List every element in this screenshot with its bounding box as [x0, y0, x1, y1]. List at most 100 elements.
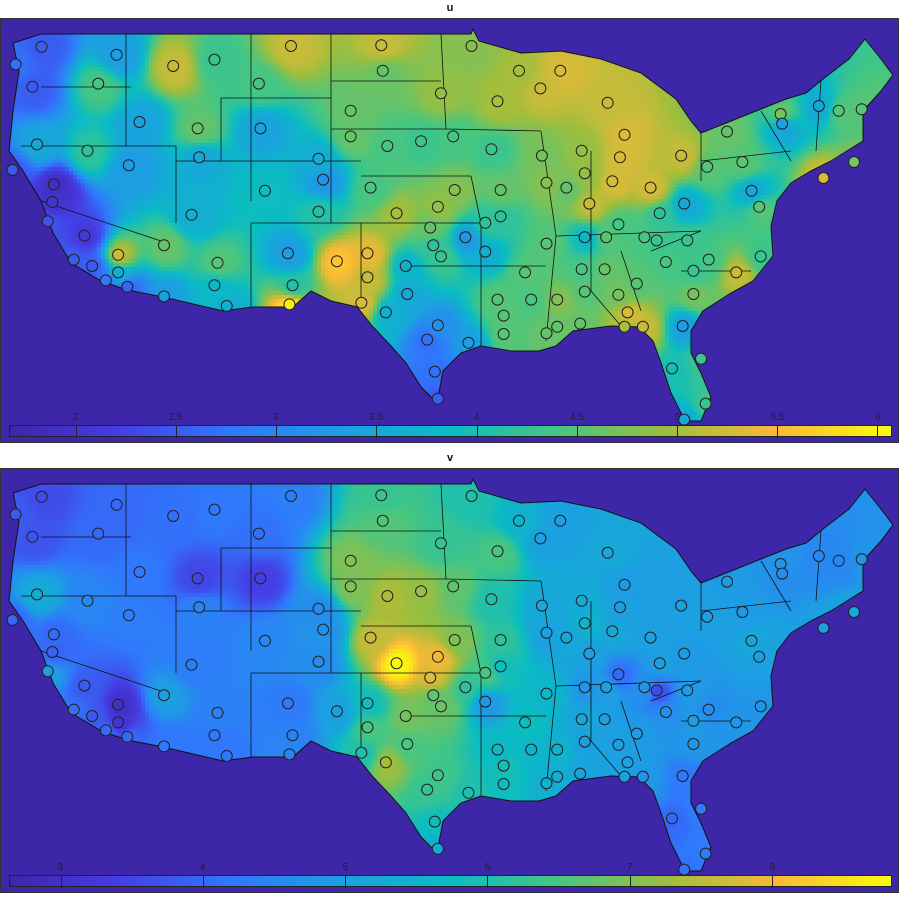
state-border — [700, 150, 792, 162]
station-marker — [312, 602, 325, 615]
station-marker — [401, 738, 414, 750]
colorbar-tick — [203, 876, 205, 888]
state-border — [555, 230, 702, 237]
station-marker — [812, 100, 825, 112]
station-marker — [612, 738, 625, 751]
station-marker — [578, 285, 591, 298]
station-marker — [211, 256, 224, 269]
station-marker — [535, 149, 548, 162]
station-marker — [46, 646, 59, 658]
station-marker — [485, 143, 498, 156]
station-marker — [375, 39, 388, 52]
station-marker — [583, 647, 596, 660]
station-marker — [431, 392, 444, 405]
station-marker — [434, 87, 447, 100]
station-marker — [745, 184, 758, 197]
station-marker — [99, 724, 112, 737]
colorbar-tick-label: 3 — [273, 412, 279, 423]
station-marker — [254, 122, 267, 135]
station-marker — [479, 695, 492, 708]
colorbar-tick-label: 2 — [72, 412, 78, 423]
station-marker — [621, 756, 634, 769]
station-marker — [355, 296, 368, 309]
station-marker — [167, 60, 180, 72]
station-marker — [6, 164, 19, 176]
station-marker — [675, 149, 688, 162]
station-marker — [415, 585, 428, 598]
station-marker — [491, 743, 504, 756]
station-marker — [606, 175, 619, 188]
colorbar-tick-label: 7 — [627, 862, 633, 873]
station-marker — [361, 721, 374, 734]
colorbar-tick-label: 4.5 — [569, 412, 584, 423]
station-marker — [653, 657, 666, 670]
station-marker — [578, 681, 591, 694]
station-marker — [415, 135, 428, 148]
station-marker — [551, 743, 564, 756]
station-marker — [355, 746, 368, 759]
colorbar-tick-label: 6 — [875, 412, 881, 423]
station-marker — [575, 263, 588, 276]
station-marker — [431, 769, 444, 782]
station-marker — [399, 710, 412, 722]
station-marker — [613, 151, 626, 164]
station-marker — [519, 266, 532, 279]
station-marker — [678, 197, 691, 210]
colorbar-tick-label: 5 — [342, 862, 348, 873]
colorbar-tick — [776, 426, 778, 438]
colorbar-tick — [487, 876, 489, 888]
colorbar-tick — [176, 426, 178, 438]
station-marker — [494, 210, 507, 223]
station-marker — [497, 778, 510, 790]
station-marker — [721, 125, 734, 138]
station-marker — [459, 681, 472, 694]
station-marker — [47, 628, 60, 641]
state-border — [440, 33, 447, 130]
station-marker — [636, 320, 649, 333]
station-marker — [344, 554, 357, 567]
station-marker — [158, 290, 170, 303]
colorbar-tick — [345, 876, 347, 888]
station-marker — [428, 815, 441, 828]
station-marker — [699, 397, 712, 410]
station-marker — [434, 250, 447, 263]
station-marker — [317, 623, 330, 636]
station-marker — [855, 553, 868, 566]
station-marker — [574, 767, 587, 780]
colorbar-tick-label: 5 — [674, 412, 681, 423]
station-marker — [424, 671, 437, 684]
station-marker — [676, 320, 689, 332]
station-marker — [364, 181, 377, 194]
station-marker — [753, 200, 766, 213]
state-border — [700, 600, 792, 612]
station-marker — [678, 647, 691, 660]
state-border — [445, 128, 542, 132]
chart-title-v: v — [446, 452, 454, 464]
station-marker — [551, 770, 564, 783]
station-marker — [462, 786, 475, 799]
station-marker — [534, 82, 547, 95]
station-marker — [330, 255, 343, 268]
station-marker — [193, 601, 206, 614]
station-marker — [675, 599, 688, 612]
station-marker — [381, 140, 394, 152]
station-marker — [479, 666, 492, 679]
colorbar-u — [9, 425, 892, 438]
state-border — [650, 680, 702, 702]
station-marker — [375, 489, 388, 502]
state-border — [815, 80, 822, 152]
station-marker — [431, 842, 444, 855]
station-marker — [702, 253, 715, 266]
station-marker — [695, 352, 708, 365]
station-marker — [848, 156, 861, 168]
station-marker — [421, 333, 434, 346]
station-marker — [428, 365, 441, 378]
colorbar-tick — [629, 876, 631, 888]
station-marker — [208, 279, 221, 292]
station-marker — [427, 239, 440, 252]
station-marker — [26, 80, 39, 93]
chart-title-u: u — [446, 2, 454, 14]
station-marker — [621, 306, 634, 319]
station-marker — [35, 40, 48, 53]
station-marker — [659, 706, 672, 718]
